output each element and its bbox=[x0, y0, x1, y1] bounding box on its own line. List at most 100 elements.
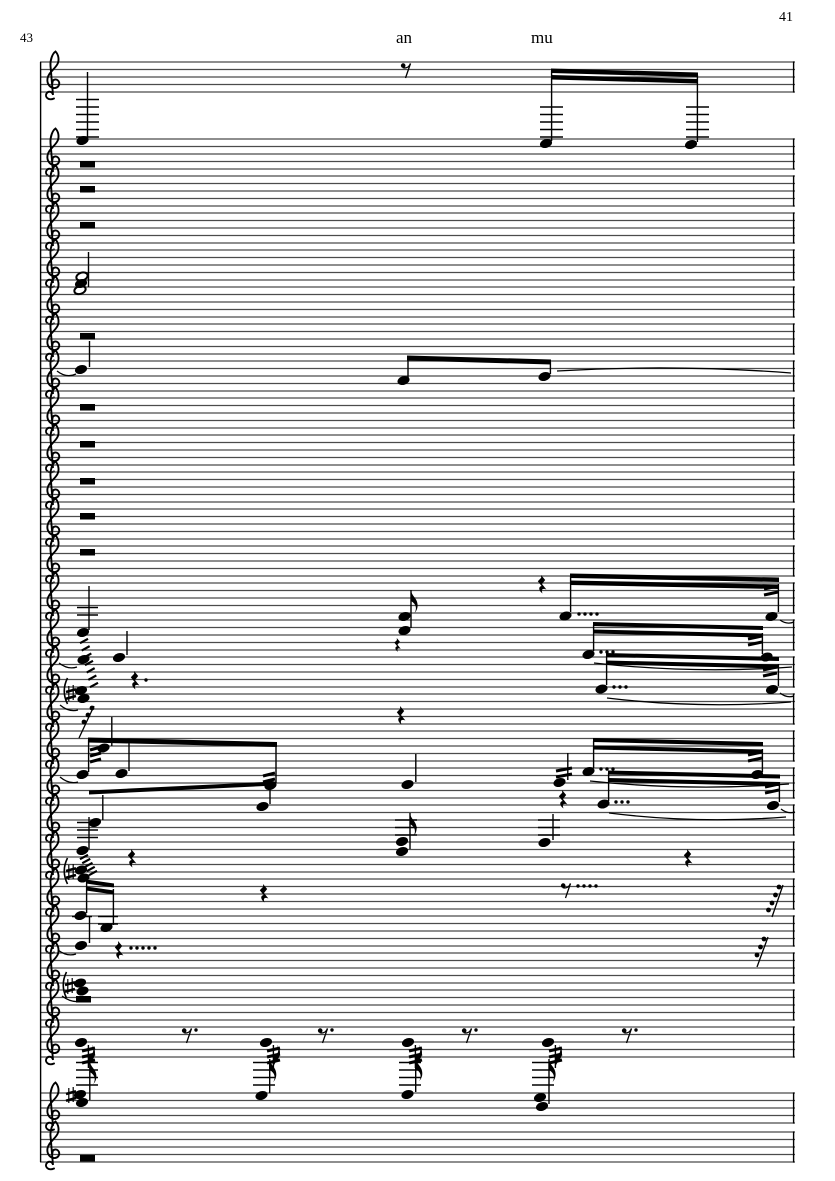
tremolo-beamlet bbox=[266, 1052, 281, 1059]
tremolo-beamlet bbox=[747, 750, 763, 757]
treble-clef-icon bbox=[45, 978, 61, 1029]
tremolo-beamlet bbox=[408, 1052, 423, 1059]
notehead bbox=[100, 922, 113, 933]
notehead bbox=[559, 611, 572, 621]
grace-notehead bbox=[761, 936, 767, 942]
notehead bbox=[73, 1089, 87, 1100]
notehead bbox=[259, 1037, 273, 1048]
notehead bbox=[397, 375, 410, 386]
staff-24 bbox=[40, 941, 795, 992]
eighth-flag bbox=[411, 590, 418, 613]
beam bbox=[86, 886, 114, 895]
sharp-accidental bbox=[64, 978, 76, 994]
treble-clef-icon bbox=[45, 719, 61, 770]
tremolo-beamlet bbox=[89, 745, 102, 752]
lyric-syllable-mu: mu bbox=[531, 28, 553, 47]
measure-number: 43 bbox=[20, 30, 33, 45]
whole-rest bbox=[80, 161, 95, 168]
beam bbox=[608, 770, 780, 779]
notehead bbox=[73, 978, 87, 988]
staff-16 bbox=[40, 645, 795, 696]
treble-clef-icon bbox=[45, 645, 61, 696]
quarter-rest bbox=[394, 638, 401, 652]
beam bbox=[606, 660, 779, 669]
tremolo-beamlet bbox=[555, 772, 573, 779]
augmentation-dot bbox=[588, 884, 592, 888]
staff-4 bbox=[40, 201, 795, 252]
augmentation-dot bbox=[634, 1028, 638, 1032]
beam bbox=[551, 75, 698, 84]
tremolo-beamlet bbox=[762, 665, 778, 672]
staff-18 bbox=[40, 719, 795, 770]
notehead bbox=[76, 627, 90, 638]
staff-22 bbox=[40, 867, 795, 918]
eighth-rest bbox=[400, 63, 412, 79]
notehead bbox=[538, 837, 551, 848]
notehead bbox=[112, 652, 126, 663]
tie-curve bbox=[57, 949, 77, 956]
eighth-rest bbox=[560, 883, 572, 899]
whole-rest bbox=[80, 513, 95, 520]
staff-20 bbox=[40, 793, 795, 844]
notehead bbox=[255, 1090, 268, 1101]
augmentation-dot bbox=[330, 1028, 334, 1032]
augmentation-dot bbox=[595, 612, 599, 616]
augmentation-dot bbox=[194, 1028, 198, 1032]
quarter-rest bbox=[558, 790, 568, 809]
tie-curve bbox=[556, 367, 792, 374]
whole-rest bbox=[80, 186, 95, 193]
staff-6 bbox=[40, 275, 795, 326]
treble-clef-icon bbox=[45, 904, 61, 955]
grace-note-run bbox=[754, 936, 769, 968]
treble-clef-icon bbox=[45, 756, 61, 807]
augmentation-dot bbox=[611, 767, 615, 771]
grace-notehead bbox=[754, 952, 760, 958]
parenthesis bbox=[63, 677, 69, 705]
notehead bbox=[74, 940, 88, 951]
beam bbox=[570, 573, 779, 582]
tremolo-beamlet bbox=[763, 590, 779, 597]
notehead bbox=[398, 625, 411, 636]
notehead bbox=[76, 986, 89, 996]
notehead bbox=[582, 649, 595, 660]
augmentation-dot bbox=[582, 884, 586, 888]
notehead bbox=[401, 1089, 414, 1100]
grace-notehead bbox=[773, 892, 778, 898]
treble-clef-icon bbox=[45, 1081, 61, 1132]
beam bbox=[407, 355, 551, 365]
augmentation-dot bbox=[135, 946, 139, 950]
grace-notehead bbox=[81, 719, 87, 725]
treble-clef-icon bbox=[45, 460, 61, 511]
augmentation-dot bbox=[594, 884, 598, 888]
notehead bbox=[75, 1097, 89, 1108]
beam bbox=[89, 781, 276, 795]
tie-curve bbox=[779, 692, 795, 698]
treble-clef-icon bbox=[45, 867, 61, 918]
beam bbox=[608, 778, 780, 786]
tie-curve bbox=[779, 619, 795, 624]
whole-rest bbox=[80, 333, 95, 340]
notehead bbox=[256, 801, 269, 812]
augmentation-dot bbox=[605, 767, 609, 771]
tie-curve bbox=[58, 662, 78, 669]
tremolo-beamlet bbox=[408, 1046, 423, 1053]
notehead bbox=[535, 1101, 549, 1112]
augmentation-dot bbox=[599, 767, 603, 771]
augmentation-dot bbox=[614, 800, 618, 804]
grace-notehead bbox=[758, 944, 763, 950]
tremolo-beamlet bbox=[81, 1052, 96, 1059]
beam bbox=[88, 737, 277, 747]
staff-2 bbox=[40, 127, 795, 178]
eighth-flag bbox=[269, 1059, 277, 1082]
treble-clef-icon bbox=[45, 1120, 61, 1171]
quarter-rest bbox=[537, 575, 547, 594]
page-number: 41 bbox=[779, 10, 793, 25]
notehead bbox=[401, 779, 414, 790]
augmentation-dot bbox=[605, 650, 609, 654]
beam bbox=[593, 622, 763, 630]
treble-clef-icon bbox=[45, 497, 61, 548]
tie-curve bbox=[56, 370, 77, 377]
quarter-rest bbox=[396, 706, 406, 725]
grace-note-run bbox=[766, 884, 784, 918]
treble-clef-icon bbox=[45, 50, 61, 101]
